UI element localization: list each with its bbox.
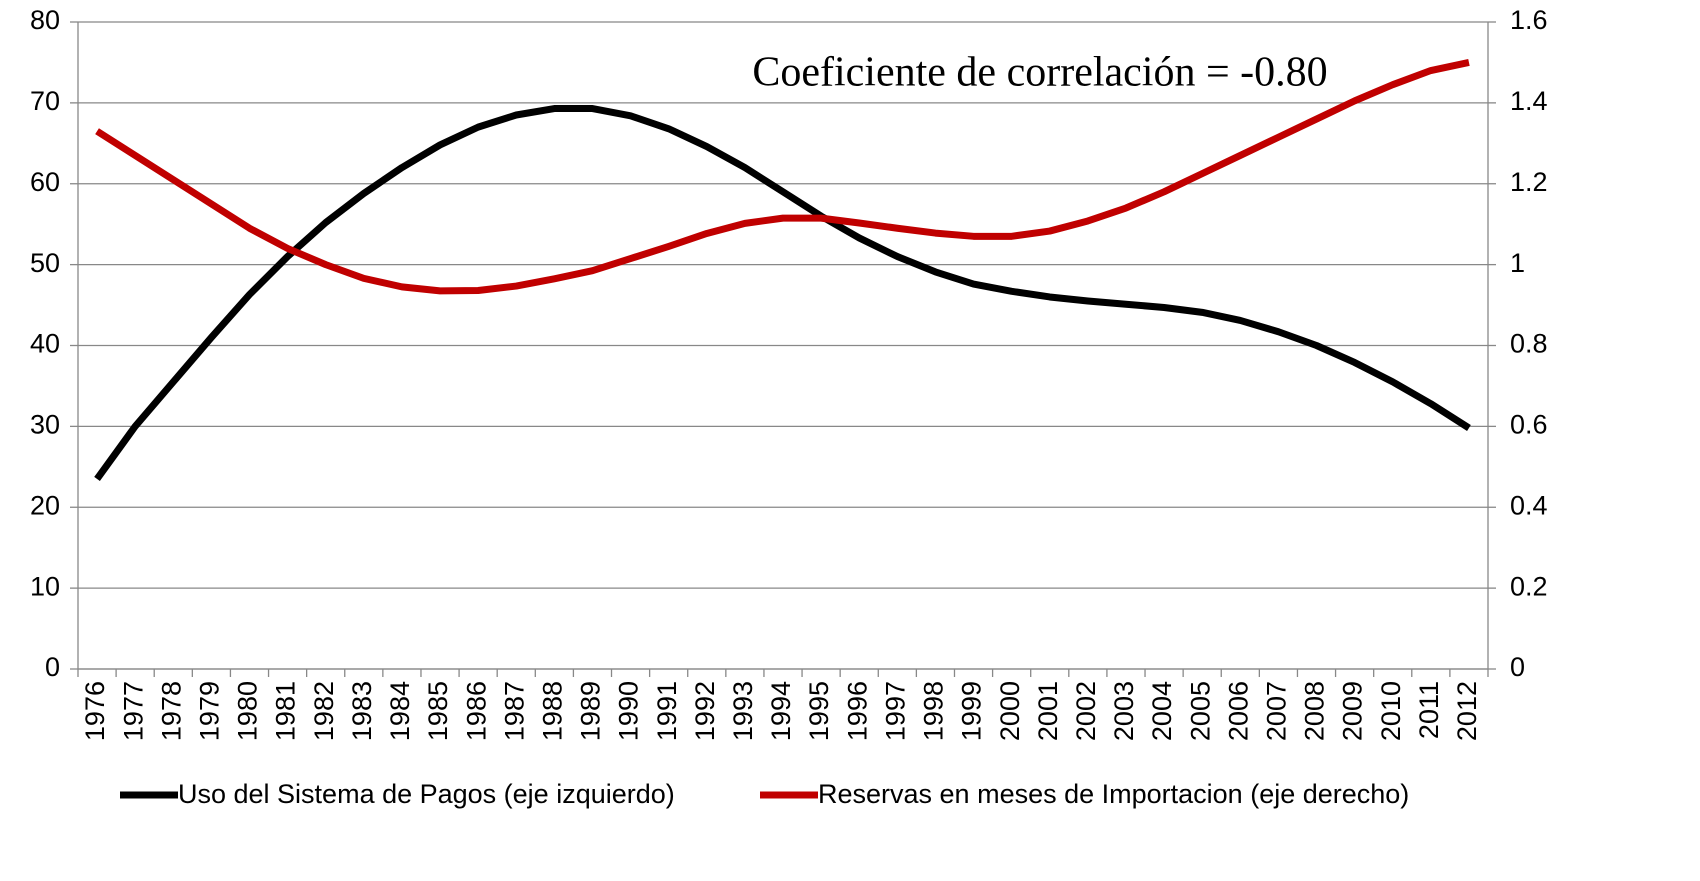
y2-tick-label: 0.6 bbox=[1510, 410, 1548, 440]
y2-tick-label: 1.2 bbox=[1510, 167, 1548, 197]
x-tick-label: 1994 bbox=[766, 681, 796, 741]
y-tick-label: 80 bbox=[30, 5, 60, 35]
x-tick-label: 1977 bbox=[118, 681, 148, 741]
x-tick-label: 2008 bbox=[1300, 681, 1330, 741]
x-tick-label: 1999 bbox=[957, 681, 987, 741]
y2-tick-label: 0.4 bbox=[1510, 490, 1548, 520]
x-tick-label: 2000 bbox=[995, 681, 1025, 741]
x-tick-label: 2006 bbox=[1223, 681, 1253, 741]
y2-tick-label: 1.6 bbox=[1510, 5, 1548, 35]
y-tick-label: 40 bbox=[30, 329, 60, 359]
x-tick-label: 1985 bbox=[423, 681, 453, 741]
y-tick-label: 50 bbox=[30, 248, 60, 278]
x-tick-label: 1990 bbox=[614, 681, 644, 741]
x-tick-label: 1982 bbox=[309, 681, 339, 741]
y2-tick-label: 0 bbox=[1510, 652, 1525, 682]
x-tick-label: 1992 bbox=[690, 681, 720, 741]
y-tick-label: 30 bbox=[30, 410, 60, 440]
x-tick-label: 2009 bbox=[1338, 681, 1368, 741]
y-tick-label: 20 bbox=[30, 490, 60, 520]
y-tick-label: 60 bbox=[30, 167, 60, 197]
y-tick-label: 0 bbox=[45, 652, 60, 682]
annotation: Coeficiente de correlación = -0.80 bbox=[752, 50, 1327, 96]
x-tick-label: 1986 bbox=[461, 681, 491, 741]
y2-tick-label: 1.4 bbox=[1510, 86, 1548, 116]
x-tick-label: 1998 bbox=[919, 681, 949, 741]
x-tick-label: 1978 bbox=[156, 681, 186, 741]
x-tick-label: 2005 bbox=[1185, 681, 1215, 741]
legend-label: Reservas en meses de Importacion (eje de… bbox=[818, 779, 1409, 809]
y2-tick-label: 0.2 bbox=[1510, 571, 1548, 601]
x-tick-label: 2011 bbox=[1414, 681, 1444, 739]
x-tick-label: 1979 bbox=[195, 681, 225, 741]
x-tick-label: 1983 bbox=[347, 681, 377, 741]
line-series bbox=[95, 59, 1470, 295]
y-tick-label: 70 bbox=[30, 86, 60, 116]
line-series bbox=[94, 105, 1471, 481]
x-tick-label: 1987 bbox=[499, 681, 529, 741]
x-tick-label: 1976 bbox=[80, 681, 110, 741]
x-tick-label: 2007 bbox=[1262, 681, 1292, 741]
x-tick-label: 2010 bbox=[1376, 681, 1406, 741]
legend-label: Uso del Sistema de Pagos (eje izquierdo) bbox=[178, 779, 675, 809]
x-tick-label: 1980 bbox=[233, 681, 263, 741]
y2-tick-label: 1 bbox=[1510, 248, 1525, 278]
x-tick-label: 2001 bbox=[1033, 681, 1063, 741]
x-tick-label: 2004 bbox=[1147, 681, 1177, 741]
x-tick-label: 2002 bbox=[1071, 681, 1101, 741]
x-tick-label: 2003 bbox=[1109, 681, 1139, 741]
x-tick-label: 1995 bbox=[804, 681, 834, 741]
y-tick-label: 10 bbox=[30, 571, 60, 601]
x-tick-label: 1997 bbox=[880, 681, 910, 741]
x-tick-label: 1993 bbox=[728, 681, 758, 741]
x-tick-label: 2012 bbox=[1452, 681, 1482, 741]
x-tick-label: 1988 bbox=[537, 681, 567, 741]
x-tick-label: 1996 bbox=[842, 681, 872, 741]
y2-tick-label: 0.8 bbox=[1510, 329, 1548, 359]
x-tick-label: 1989 bbox=[576, 681, 606, 741]
x-tick-label: 1984 bbox=[385, 681, 415, 741]
x-tick-label: 1991 bbox=[652, 681, 682, 741]
x-tick-label: 1981 bbox=[271, 681, 301, 741]
